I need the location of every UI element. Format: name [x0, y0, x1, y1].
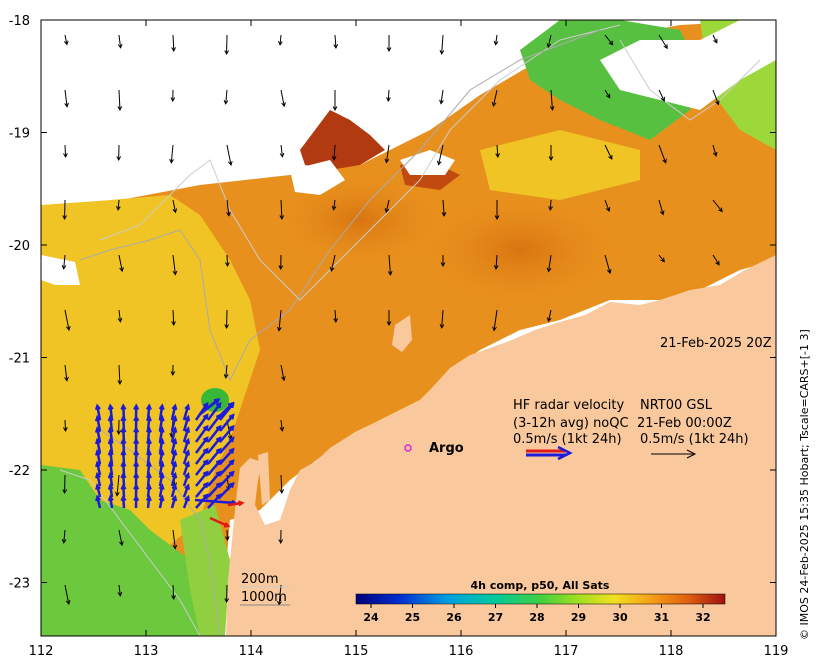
- y-tick-label: -22: [9, 464, 30, 479]
- colorbar-tick-label: 26: [446, 611, 462, 624]
- argo-float-marker: [404, 444, 412, 452]
- svg-text:(3-12h avg) noQC: (3-12h avg) noQC: [513, 416, 629, 431]
- x-tick-label: 112: [29, 644, 54, 659]
- svg-text:4h comp, p50, All Sats: 4h comp, p50, All Sats: [471, 579, 610, 592]
- y-tick-label: -21: [9, 352, 30, 367]
- plot-frame: [40, 19, 777, 637]
- current-vectors-model: [61, 34, 723, 606]
- colorbar-tick-label: 30: [612, 611, 628, 624]
- y-axis: -18 -19 -20 -21 -22 -23: [9, 14, 776, 592]
- x-axis: 112 113 114 115 116 117 118 119: [29, 20, 789, 659]
- x-tick-label: 113: [134, 644, 159, 659]
- colorbar-tick-label: 31: [654, 611, 669, 624]
- cloud-mask: [41, 20, 470, 205]
- model-scale-arrow: [651, 449, 697, 459]
- credit-label: © IMOS 24-Feb-2025 15:35 Hobart; Tscale=…: [798, 329, 811, 640]
- y-tick-label: -23: [9, 577, 30, 592]
- land-australia: [226, 255, 776, 636]
- x-tick-label: 116: [449, 644, 474, 659]
- colorbar-tick-label: 28: [529, 611, 544, 624]
- colorbar-tick-label: 24: [363, 611, 379, 624]
- sst-field: [41, 20, 776, 636]
- y-tick-label: -19: [9, 127, 30, 142]
- svg-text:NRT00 GSL: NRT00 GSL: [640, 398, 713, 413]
- colorbar-tick-label: 25: [405, 611, 420, 624]
- x-tick-label: 114: [239, 644, 264, 659]
- y-tick-label: -20: [9, 239, 30, 254]
- hf-radar-legend: HF radar velocity NRT00 GSL (3-12h avg) …: [513, 398, 749, 461]
- svg-text:200m: 200m: [241, 572, 278, 587]
- x-tick-label: 115: [344, 644, 369, 659]
- colorbar-tick-label: 29: [571, 611, 586, 624]
- depth-contour-legend: 200m 1000m: [240, 572, 290, 606]
- sst-hot-patch: [300, 110, 385, 170]
- svg-text:1000m: 1000m: [241, 590, 287, 605]
- x-tick-label: 118: [659, 644, 684, 659]
- sst-green-region: [41, 465, 225, 636]
- svg-text:0.5m/s (1kt 24h): 0.5m/s (1kt 24h): [640, 432, 749, 447]
- x-tick-label: 119: [764, 644, 789, 659]
- colorbar-tick-label: 32: [695, 611, 710, 624]
- date-label: 21-Feb-2025 20Z: [660, 336, 772, 351]
- x-tick-label: 117: [554, 644, 579, 659]
- sst-yellow-region: [41, 195, 260, 560]
- argo-label: Argo: [429, 441, 464, 456]
- hf-radar-vectors: [94, 398, 245, 528]
- svg-text:0.5m/s (1kt 24h): 0.5m/s (1kt 24h): [513, 432, 622, 447]
- y-tick-label: -18: [9, 14, 30, 29]
- radar-scale-arrow: [526, 445, 573, 461]
- svg-text:21-Feb 00:00Z: 21-Feb 00:00Z: [637, 416, 732, 431]
- svg-text:HF radar velocity: HF radar velocity: [513, 398, 625, 413]
- colorbar-tick-label: 27: [488, 611, 503, 624]
- bathymetry-200m: [99, 24, 621, 301]
- sst-colorbar: 4h comp, p50, All Sats 24 25 26 27 28 29 30 31 3…: [355, 579, 726, 624]
- bathymetry-1000m: [79, 29, 601, 382]
